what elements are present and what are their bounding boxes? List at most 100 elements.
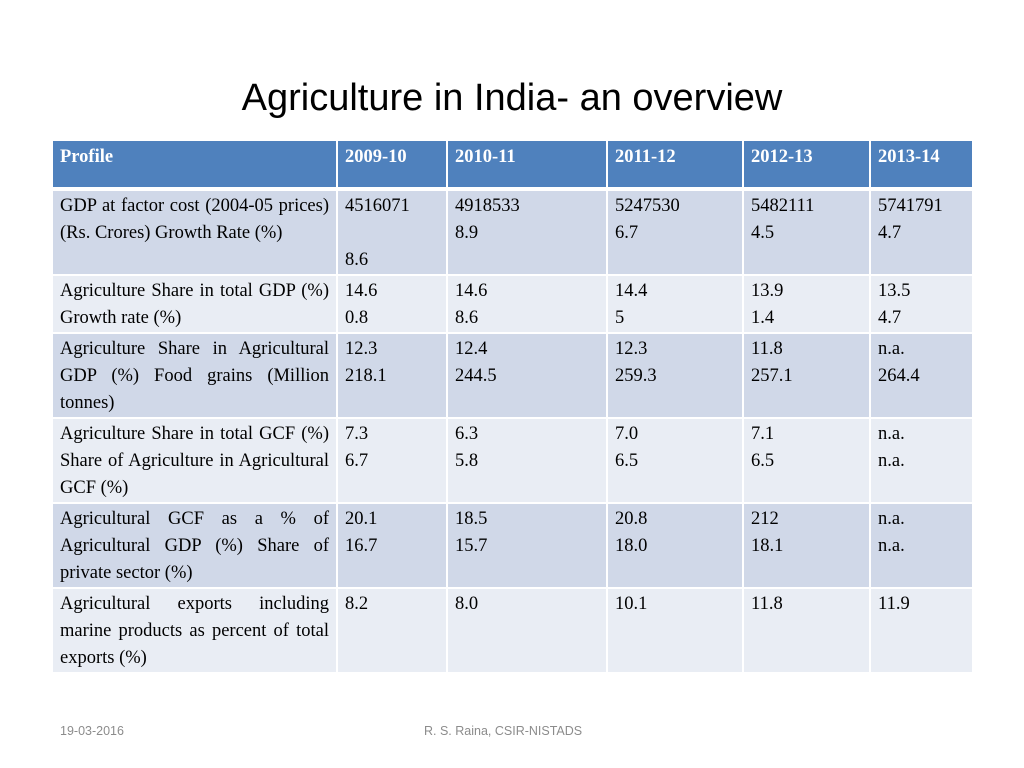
value-cell: 5741791 4.7: [870, 189, 972, 276]
cell-value: 4.5: [751, 223, 775, 243]
header-profile: Profile: [53, 141, 338, 191]
cell-value: 12.4: [455, 339, 488, 359]
cell-value: 12.3: [615, 339, 648, 359]
cell-value: 7.3: [345, 424, 369, 444]
cell-value: n.a.: [878, 424, 905, 444]
cell-value: 6.5: [615, 451, 639, 471]
value-cell: 11.9: [870, 588, 972, 674]
value-cell: 5482111 4.5: [743, 189, 871, 276]
cell-value: 18.0: [615, 536, 648, 556]
cell-value: 4.7: [878, 223, 902, 243]
cell-value: 5: [615, 308, 625, 328]
cell-value: 12.3: [345, 339, 378, 359]
cell-value: 4.7: [878, 308, 902, 328]
value-cell: 13.5 4.7: [870, 275, 972, 334]
value-cell: 7.1 6.5: [743, 418, 871, 504]
cell-value: 212: [751, 509, 779, 529]
cell-value: 11.8: [751, 339, 783, 359]
cell-value: 6.5: [751, 451, 775, 471]
cell-value: n.a.: [878, 339, 905, 359]
value-cell: 7.0 6.5: [607, 418, 744, 504]
value-cell: 14.6 8.6: [447, 275, 608, 334]
value-cell: 13.9 1.4: [743, 275, 871, 334]
cell-value: 257.1: [751, 366, 793, 386]
header-2009-10: 2009-10: [337, 141, 448, 191]
value-cell: n.a. 264.4: [870, 333, 972, 419]
cell-value: 18.5: [455, 509, 488, 529]
cell-value: 264.4: [878, 366, 920, 386]
cell-value: n.a.: [878, 451, 905, 471]
value-cell: 5247530 6.7: [607, 189, 744, 276]
table-row: Agriculture Share in Agricultural GDP (%…: [53, 333, 972, 419]
cell-value: 14.4: [615, 281, 648, 301]
header-2010-11: 2010-11: [447, 141, 608, 191]
value-cell: 8.0: [447, 588, 608, 674]
cell-value: 13.5: [878, 281, 911, 301]
cell-value: 5482111: [751, 196, 815, 216]
value-cell: 20.8 18.0: [607, 503, 744, 589]
value-cell: 14.6 0.8: [337, 275, 448, 334]
cell-value: 218.1: [345, 366, 387, 386]
cell-value: 8.9: [455, 223, 479, 243]
cell-value: 10.1: [615, 594, 648, 614]
cell-value: 6.7: [615, 223, 639, 243]
cell-value: n.a.: [878, 509, 905, 529]
cell-value: [345, 220, 439, 247]
cell-value: 7.1: [751, 424, 775, 444]
profile-cell: Agriculture Share in total GCF (%) Share…: [53, 418, 338, 504]
value-cell: 8.2: [337, 588, 448, 674]
cell-value: 244.5: [455, 366, 497, 386]
table-row: Agriculture Share in total GDP (%) Growt…: [53, 275, 972, 334]
cell-value: n.a.: [878, 536, 905, 556]
value-cell: 4918533 8.9: [447, 189, 608, 276]
cell-value: 7.0: [615, 424, 639, 444]
footer-date: 19-03-2016: [60, 724, 124, 738]
cell-value: 15.7: [455, 536, 488, 556]
table-row: Agricultural exports including marine pr…: [53, 588, 972, 674]
value-cell: 12.3 218.1: [337, 333, 448, 419]
cell-value: 4918533: [455, 196, 520, 216]
value-cell: 11.8: [743, 588, 871, 674]
value-cell: 11.8 257.1: [743, 333, 871, 419]
cell-value: 5.8: [455, 451, 479, 471]
value-cell: 20.1 16.7: [337, 503, 448, 589]
slide-title: Agriculture in India- an overview: [241, 77, 783, 119]
cell-value: 14.6: [345, 281, 378, 301]
cell-value: 8.2: [345, 594, 369, 614]
profile-cell: Agriculture Share in total GDP (%) Growt…: [53, 275, 338, 334]
table-row: Agricultural GCF as a % of Agricultural …: [53, 503, 972, 589]
value-cell: n.a. n.a.: [870, 418, 972, 504]
value-cell: 12.4 244.5: [447, 333, 608, 419]
cell-value: 5247530: [615, 196, 680, 216]
profile-cell: Agricultural exports including marine pr…: [53, 588, 338, 674]
profile-cell: GDP at factor cost (2004-05 prices) (Rs.…: [53, 189, 338, 276]
cell-value: 16.7: [345, 536, 378, 556]
cell-value: 20.8: [615, 509, 648, 529]
value-cell: 10.1: [607, 588, 744, 674]
cell-value: 4516071: [345, 196, 410, 216]
cell-value: 11.9: [878, 594, 910, 614]
value-cell: 212 18.1: [743, 503, 871, 589]
cell-value: 5741791: [878, 196, 943, 216]
footer-author: R. S. Raina, CSIR-NISTADS: [424, 724, 583, 738]
value-cell: 18.5 15.7: [447, 503, 608, 589]
value-cell: 4516071 8.6: [337, 189, 448, 276]
value-cell: 12.3 259.3: [607, 333, 744, 419]
table-header-row: Profile 2009-10 2010-11 2011-12 2012-13 …: [53, 141, 972, 191]
cell-value: 20.1: [345, 509, 378, 529]
cell-value: 1.4: [751, 308, 775, 328]
table-row: Agriculture Share in total GCF (%) Share…: [53, 418, 972, 504]
header-2013-14: 2013-14: [870, 141, 972, 191]
header-2012-13: 2012-13: [743, 141, 871, 191]
cell-value: 259.3: [615, 366, 657, 386]
agriculture-overview-table: Profile 2009-10 2010-11 2011-12 2012-13 …: [53, 141, 972, 674]
profile-cell: Agriculture Share in Agricultural GDP (%…: [53, 333, 338, 419]
cell-value: 8.0: [455, 594, 479, 614]
value-cell: 14.4 5: [607, 275, 744, 334]
cell-value: 8.6: [345, 250, 369, 270]
cell-value: 8.6: [455, 308, 479, 328]
cell-value: 11.8: [751, 594, 783, 614]
value-cell: 7.3 6.7: [337, 418, 448, 504]
value-cell: 6.3 5.8: [447, 418, 608, 504]
cell-value: 6.7: [345, 451, 369, 471]
